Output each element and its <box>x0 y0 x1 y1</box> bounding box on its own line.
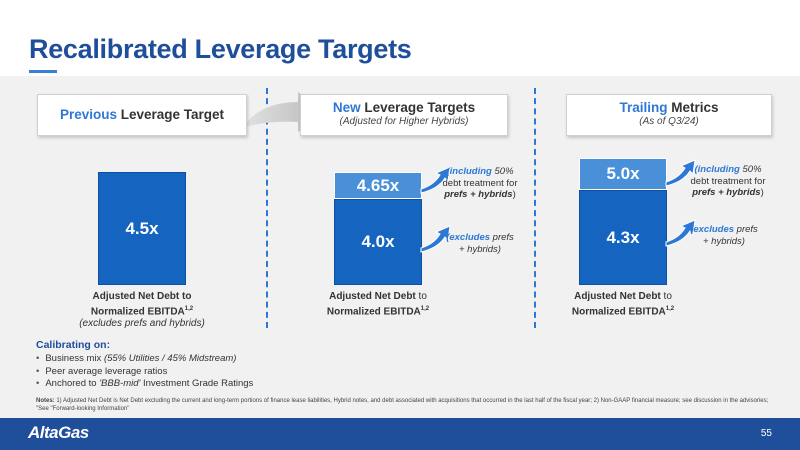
new-base-callout-accent: (excludes <box>446 232 491 243</box>
new-bar-label: Adjusted Net Debt to Normalized EBITDA1,… <box>298 291 458 318</box>
new-base-bar: 4.0x <box>334 199 422 285</box>
section-divider-left <box>266 88 268 328</box>
new-label-sup: 1,2 <box>420 306 430 312</box>
footnotes-text: 1) Adjusted Net Debt is Net Debt excludi… <box>36 398 769 412</box>
previous-header-accent: Previous <box>59 107 117 122</box>
trailing-base-value: 4.3x <box>606 227 640 247</box>
trailing-label-line1b: to <box>660 291 672 302</box>
trailing-top-bar: 5.0x <box>579 158 667 190</box>
calibrating-item-3-post: Investment Grade Ratings <box>140 378 254 389</box>
list-item: Business mix (55% Utilities / 45% Midstr… <box>36 353 253 366</box>
trailing-top-callout-accent: (including <box>694 164 740 175</box>
trailing-top-callout-arrow-icon <box>665 159 696 187</box>
calibrating-item-3-pre: Anchored to <box>45 378 100 389</box>
trailing-base-callout-rest1: prefs <box>734 224 758 235</box>
new-base-callout-rest1: prefs <box>490 232 514 243</box>
trailing-base-callout-arrow-icon <box>665 219 696 247</box>
trailing-top-callout: (including 50% debt treatment for prefs … <box>680 164 776 199</box>
new-base-value: 4.0x <box>361 232 395 251</box>
new-top-callout-rest2: debt treatment for <box>442 177 518 189</box>
calibrating-item-1-ital: (55% Utilities / 45% Midstream) <box>103 353 237 364</box>
new-top-bar: 4.65x <box>334 172 422 199</box>
calibrating-item-3-ital: 'BBB-mid' <box>99 378 141 389</box>
new-top-callout-rest1: 50% <box>491 166 514 177</box>
previous-label-note: (excludes prefs and hybrids) <box>79 318 205 330</box>
list-item: Anchored to 'BBB-mid' Investment Grade R… <box>36 378 253 391</box>
previous-label-line1: Adjusted Net Debt to <box>92 291 192 302</box>
new-label-line2: Normalized EBITDA <box>326 306 421 318</box>
new-label-line1b: to <box>415 291 427 302</box>
trailing-top-value: 5.0x <box>606 164 640 183</box>
trailing-header-rest: Metrics <box>667 100 719 115</box>
trailing-top-callout-end: ) <box>760 187 764 198</box>
list-item: Peer average leverage ratios <box>36 366 253 379</box>
trailing-bar-label: Adjusted Net Debt to Normalized EBITDA1,… <box>543 291 703 318</box>
trailing-base-bar: 4.3x <box>579 190 667 285</box>
trailing-label-sup: 1,2 <box>665 306 675 312</box>
new-base-callout-arrow-icon <box>420 225 451 253</box>
previous-bar-value: 4.5x <box>125 218 159 238</box>
previous-bar: 4.5x <box>98 172 186 285</box>
calibrating-title: Calibrating on: <box>36 339 111 351</box>
footnotes: Notes: 1) Adjusted Net Debt is Net Debt … <box>36 397 776 413</box>
new-header-rest: Leverage Targets <box>360 100 476 115</box>
new-header-accent: New <box>332 100 361 115</box>
trailing-top-callout-bold: prefs + hybrids <box>692 187 761 198</box>
previous-target-header: Previous Leverage Target <box>37 94 247 136</box>
previous-label-line2: Normalized EBITDA <box>90 306 185 318</box>
trailing-header-sub: (As of Q3/24) <box>639 116 699 127</box>
header: Recalibrated Leverage Targets <box>0 0 800 76</box>
altagas-logo: AltaGas <box>28 423 89 442</box>
title-underline <box>29 70 57 73</box>
new-top-callout-end: ) <box>512 189 516 200</box>
new-top-value: 4.65x <box>356 175 400 195</box>
calibrating-list: Business mix (55% Utilities / 45% Midstr… <box>36 353 253 391</box>
trailing-base-callout-rest2: + hybrids) <box>703 235 745 247</box>
new-top-callout-bold: prefs + hybrids <box>444 189 513 200</box>
new-label-line1: Adjusted Net Debt <box>329 291 416 302</box>
new-base-callout: (excludes prefs + hybrids) <box>440 232 520 255</box>
calibrating-item-2-pre: Peer average leverage ratios <box>45 365 168 377</box>
footnotes-label: Notes: <box>36 398 55 404</box>
trailing-label-line1: Adjusted Net Debt <box>574 291 661 302</box>
new-top-callout-arrow-icon <box>420 166 451 194</box>
new-header-sub: (Adjusted for Higher Hybrids) <box>339 116 469 127</box>
trailing-top-callout-rest2: debt treatment for <box>690 175 766 187</box>
previous-header-rest: Leverage Target <box>116 107 225 122</box>
new-targets-header: New Leverage Targets (Adjusted for Highe… <box>300 94 508 136</box>
new-base-callout-rest2: + hybrids) <box>459 243 501 255</box>
previous-label-sup: 1,2 <box>184 306 194 312</box>
page-title: Recalibrated Leverage Targets <box>29 34 412 64</box>
trailing-metrics-header: Trailing Metrics (As of Q3/24) <box>566 94 772 136</box>
footer: AltaGas 55 <box>0 418 800 450</box>
previous-bar-label: Adjusted Net Debt to Normalized EBITDA1,… <box>62 291 222 330</box>
calibrating-item-1-pre: Business mix <box>45 353 104 364</box>
page-number: 55 <box>760 428 772 439</box>
trailing-base-callout: (excludes prefs + hybrids) <box>684 224 764 247</box>
trailing-label-line2: Normalized EBITDA <box>571 306 666 318</box>
new-top-callout: (including 50% debt treatment for prefs … <box>432 166 528 201</box>
section-divider-right <box>534 88 536 328</box>
trailing-header-accent: Trailing <box>619 100 668 115</box>
trailing-top-callout-rest1: 50% <box>739 164 762 175</box>
trailing-base-callout-accent: (excludes <box>690 224 735 235</box>
new-top-callout-accent: (including <box>446 166 492 177</box>
